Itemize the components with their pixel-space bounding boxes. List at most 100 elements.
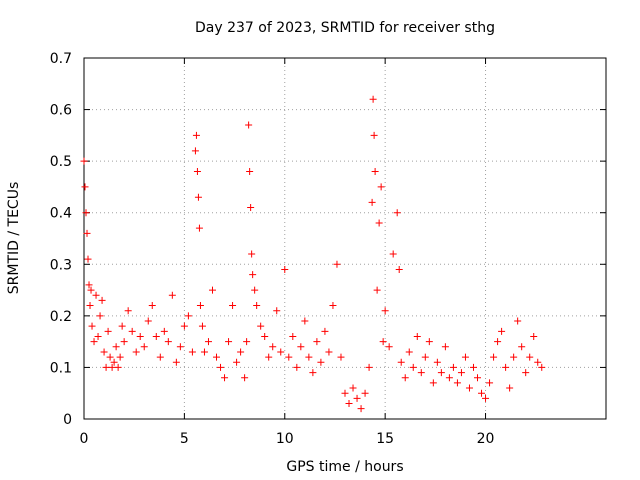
data-point bbox=[269, 343, 277, 351]
data-point bbox=[191, 147, 199, 155]
x-tick-label: 20 bbox=[477, 431, 495, 447]
data-point bbox=[85, 281, 93, 289]
y-tick-label: 0.3 bbox=[50, 257, 72, 273]
data-point bbox=[120, 338, 128, 346]
data-point bbox=[208, 286, 216, 294]
y-tick-label: 0.7 bbox=[50, 51, 72, 67]
data-point bbox=[277, 348, 285, 356]
data-point bbox=[317, 358, 325, 366]
data-point bbox=[96, 312, 104, 320]
data-point bbox=[453, 379, 461, 387]
data-point bbox=[510, 353, 518, 361]
chart-title: Day 237 of 2023, SRMTID for receiver sth… bbox=[195, 20, 495, 36]
x-axis-label: GPS time / hours bbox=[286, 459, 403, 475]
data-point bbox=[301, 317, 309, 325]
data-point bbox=[349, 384, 357, 392]
data-point bbox=[198, 322, 206, 330]
data-point bbox=[102, 363, 110, 371]
data-point bbox=[108, 363, 116, 371]
data-point bbox=[144, 317, 152, 325]
data-point bbox=[168, 291, 176, 299]
data-point bbox=[248, 250, 256, 258]
data-point bbox=[257, 322, 265, 330]
data-point bbox=[193, 167, 201, 175]
data-point bbox=[309, 369, 317, 377]
data-point bbox=[449, 363, 457, 371]
data-point bbox=[469, 363, 477, 371]
data-point bbox=[409, 363, 417, 371]
data-point bbox=[200, 348, 208, 356]
data-point bbox=[128, 327, 136, 335]
data-point bbox=[389, 250, 397, 258]
data-point bbox=[265, 353, 273, 361]
data-point bbox=[313, 338, 321, 346]
data-point bbox=[457, 369, 465, 377]
data-point bbox=[361, 389, 369, 397]
data-point bbox=[522, 369, 530, 377]
data-point bbox=[393, 209, 401, 217]
y-axis-label: SRMTID / TECUs bbox=[6, 182, 22, 295]
data-point bbox=[518, 343, 526, 351]
data-point bbox=[293, 363, 301, 371]
data-point bbox=[379, 338, 387, 346]
data-point bbox=[180, 322, 188, 330]
data-point bbox=[494, 338, 502, 346]
data-point bbox=[370, 131, 378, 139]
data-point bbox=[368, 198, 376, 206]
data-point bbox=[498, 327, 506, 335]
data-point bbox=[385, 343, 393, 351]
data-point bbox=[184, 312, 192, 320]
data-point bbox=[405, 348, 413, 356]
data-point bbox=[241, 374, 249, 382]
data-point bbox=[425, 338, 433, 346]
data-point bbox=[357, 405, 365, 413]
data-point bbox=[94, 332, 102, 340]
data-point bbox=[136, 332, 144, 340]
y-tick-label: 0.4 bbox=[50, 206, 72, 222]
data-point bbox=[345, 400, 353, 408]
data-point bbox=[100, 348, 108, 356]
data-point bbox=[482, 394, 490, 402]
data-point bbox=[213, 353, 221, 361]
data-point bbox=[221, 374, 229, 382]
x-tick-label: 15 bbox=[376, 431, 394, 447]
data-point bbox=[305, 353, 313, 361]
data-point bbox=[176, 343, 184, 351]
data-point bbox=[281, 265, 289, 273]
data-point bbox=[172, 358, 180, 366]
data-point bbox=[152, 332, 160, 340]
data-point bbox=[341, 389, 349, 397]
data-point bbox=[433, 358, 441, 366]
data-point bbox=[478, 389, 486, 397]
data-point bbox=[325, 348, 333, 356]
data-point bbox=[395, 265, 403, 273]
data-point bbox=[365, 363, 373, 371]
x-tick-label: 5 bbox=[180, 431, 189, 447]
data-point bbox=[84, 255, 92, 263]
data-point bbox=[194, 193, 202, 201]
data-point bbox=[297, 343, 305, 351]
x-tick-label: 0 bbox=[80, 431, 89, 447]
y-tick-label: 0.2 bbox=[50, 309, 72, 325]
data-point bbox=[333, 260, 341, 268]
data-point bbox=[243, 338, 251, 346]
data-point bbox=[106, 353, 114, 361]
data-point bbox=[110, 358, 118, 366]
data-point bbox=[261, 332, 269, 340]
data-point bbox=[140, 343, 148, 351]
data-point bbox=[249, 271, 257, 279]
data-point bbox=[285, 353, 293, 361]
data-point bbox=[92, 291, 100, 299]
data-point bbox=[233, 358, 241, 366]
data-point bbox=[353, 394, 361, 402]
data-point bbox=[195, 224, 203, 232]
data-point bbox=[417, 369, 425, 377]
data-point bbox=[88, 322, 96, 330]
data-point bbox=[196, 302, 204, 310]
data-point bbox=[253, 302, 261, 310]
data-point bbox=[83, 229, 91, 237]
data-point bbox=[413, 332, 421, 340]
data-point bbox=[397, 358, 405, 366]
data-point bbox=[82, 209, 90, 217]
